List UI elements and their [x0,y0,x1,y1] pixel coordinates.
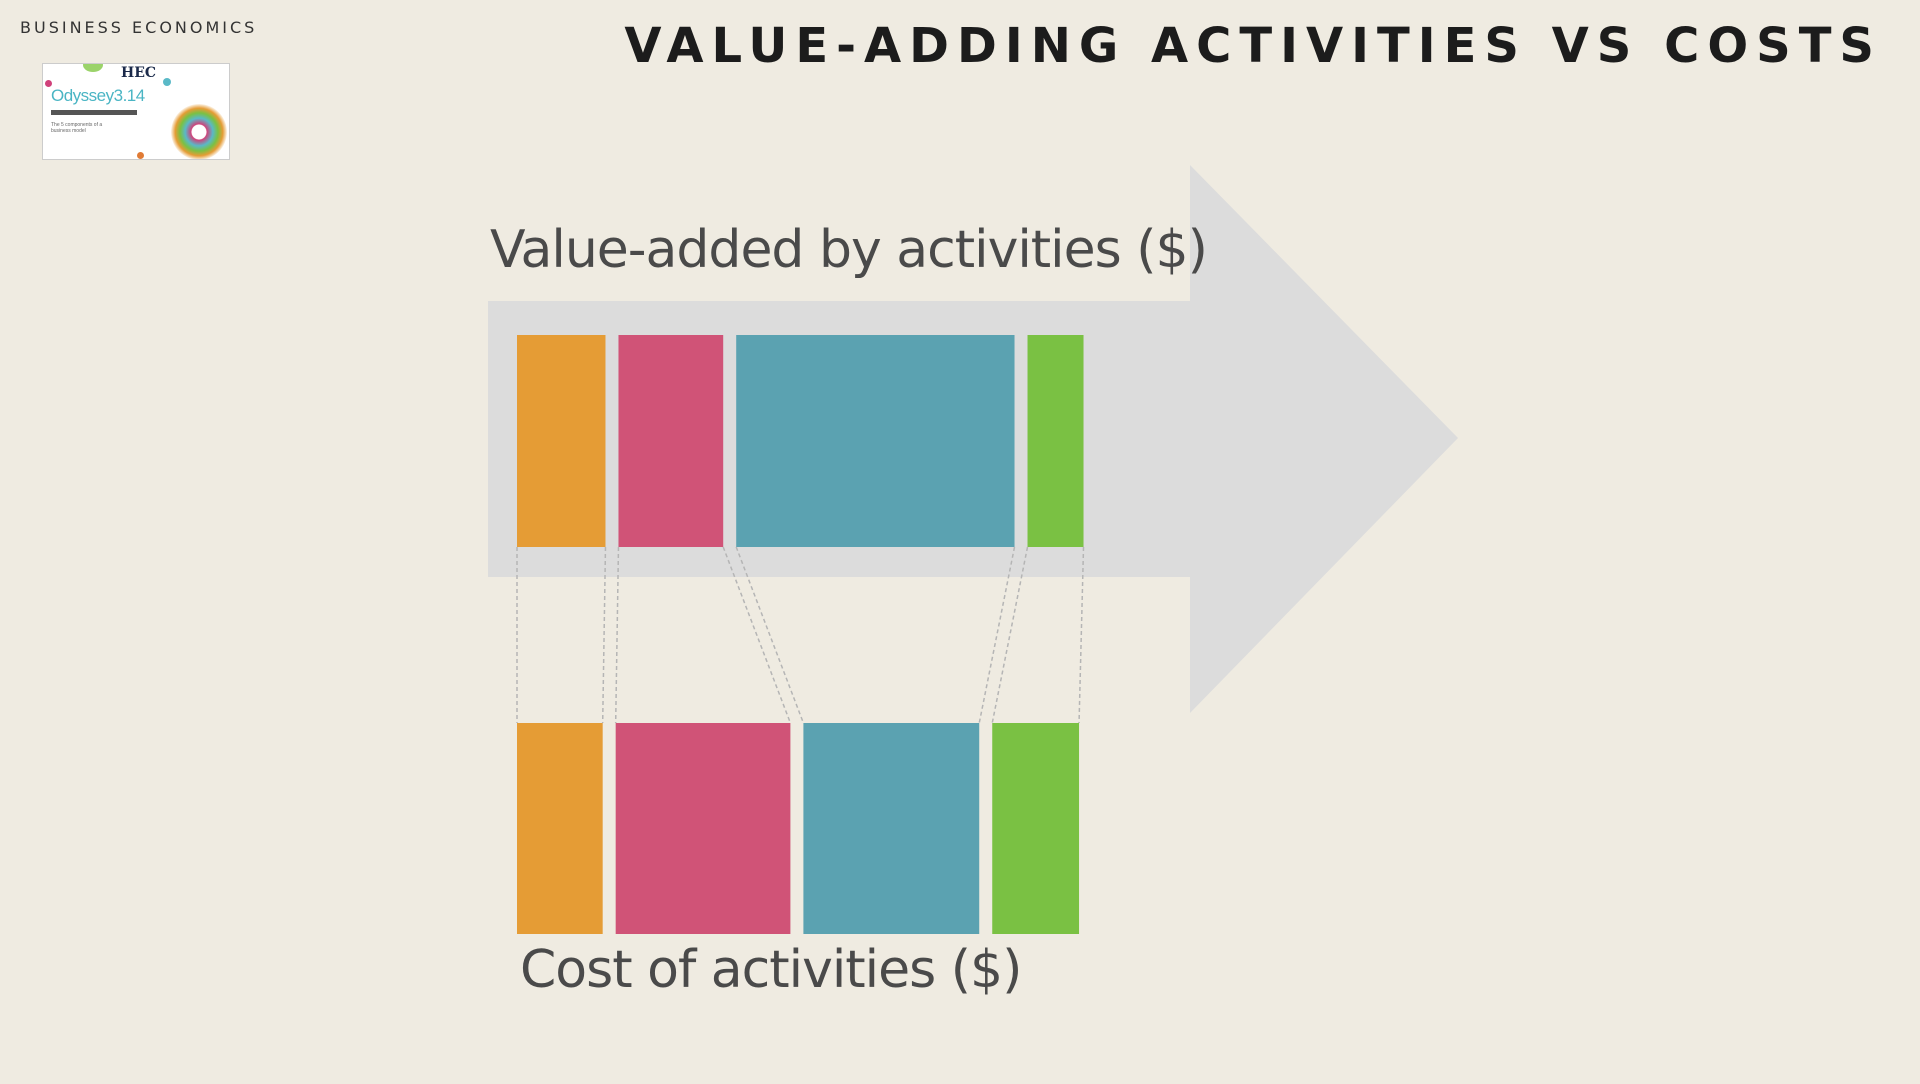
cost-blocks [517,723,1080,934]
thumbnail-burst [171,104,227,159]
connector-line [735,546,805,724]
thumbnail-dot [137,152,144,159]
thumbnail-dot [45,80,52,87]
connector-line [1078,546,1085,724]
cost-block-activity-2 [615,723,791,934]
value-block-activity-4 [1027,335,1084,547]
value-blocks [517,335,1084,547]
value-added-label: Value-added by activities ($) [490,220,1208,280]
connector-line [722,546,792,724]
connector-line [601,546,607,724]
connector-lines [516,546,1085,724]
value-block-activity-1 [517,335,606,547]
thumbnail-bar [51,110,137,115]
thumbnail-title: Odyssey3.14 [51,86,145,105]
thumbnail-subtitle: The 5 components of a business model [51,122,103,134]
cost-block-activity-3 [803,723,980,934]
hec-logo: HEC [121,65,157,81]
connector-line [614,546,620,724]
value-block-activity-3 [736,335,1015,547]
slide-title: VALUE-ADDING ACTIVITIES VS COSTS [624,18,1882,74]
course-thumbnail: HEC Odyssey3.14 The 5 components of a bu… [42,63,230,160]
thumbnail-dot [83,64,103,72]
cost-block-activity-1 [517,723,603,934]
connector-line [991,546,1029,724]
cost-block-activity-4 [992,723,1080,934]
section-label: BUSINESS ECONOMICS [20,18,258,37]
cost-label: Cost of activities ($) [520,940,1022,1000]
thumbnail-dot [163,78,171,86]
connector-line [978,546,1016,724]
value-block-activity-2 [618,335,724,547]
